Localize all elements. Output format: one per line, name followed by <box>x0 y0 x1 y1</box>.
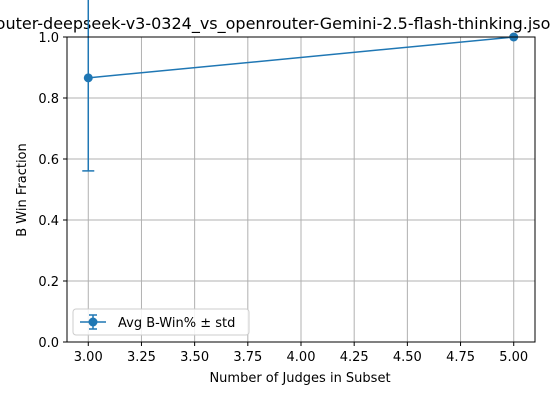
series-line <box>88 36 514 79</box>
y-tick-label: 0.8 <box>38 92 59 107</box>
legend: Avg B-Win% ± std <box>72 308 250 336</box>
x-tick-label: 5.00 <box>499 350 528 365</box>
legend-box <box>72 308 250 336</box>
x-tick-label: 4.00 <box>287 350 316 365</box>
legend-swatch <box>80 314 106 330</box>
data-point <box>83 73 93 83</box>
x-axis-label: Number of Judges in Subset <box>209 371 390 386</box>
series <box>82 0 519 172</box>
axis-ticks: 3.00 3.25 3.50 3.75 4.00 4.25 4.50 4.75 5.00 0.0 0… <box>38 31 528 365</box>
y-tick-label: 0.0 <box>38 336 59 351</box>
plot-area-frame <box>66 36 536 343</box>
chart-title: router-deepseek-v3-0324_vs_openrouter-Ge… <box>0 14 550 34</box>
x-tick-label: 3.75 <box>233 350 262 365</box>
y-tick-label: 0.4 <box>38 214 59 229</box>
x-tick-label: 3.50 <box>180 350 209 365</box>
legend-label: Avg B-Win% ± std <box>118 316 235 331</box>
x-tick-label: 4.75 <box>446 350 475 365</box>
x-tick-label: 4.50 <box>393 350 422 365</box>
legend-swatch-marker <box>88 317 98 327</box>
y-tick-label: 0.6 <box>38 153 59 168</box>
y-tick-label: 1.0 <box>38 31 59 46</box>
y-axis-label: B Win Fraction <box>15 143 30 237</box>
x-tick-label: 4.25 <box>340 350 369 365</box>
x-tick-label: 3.00 <box>74 350 103 365</box>
x-tick-label: 3.25 <box>127 350 156 365</box>
y-tick-label: 0.2 <box>38 275 59 290</box>
